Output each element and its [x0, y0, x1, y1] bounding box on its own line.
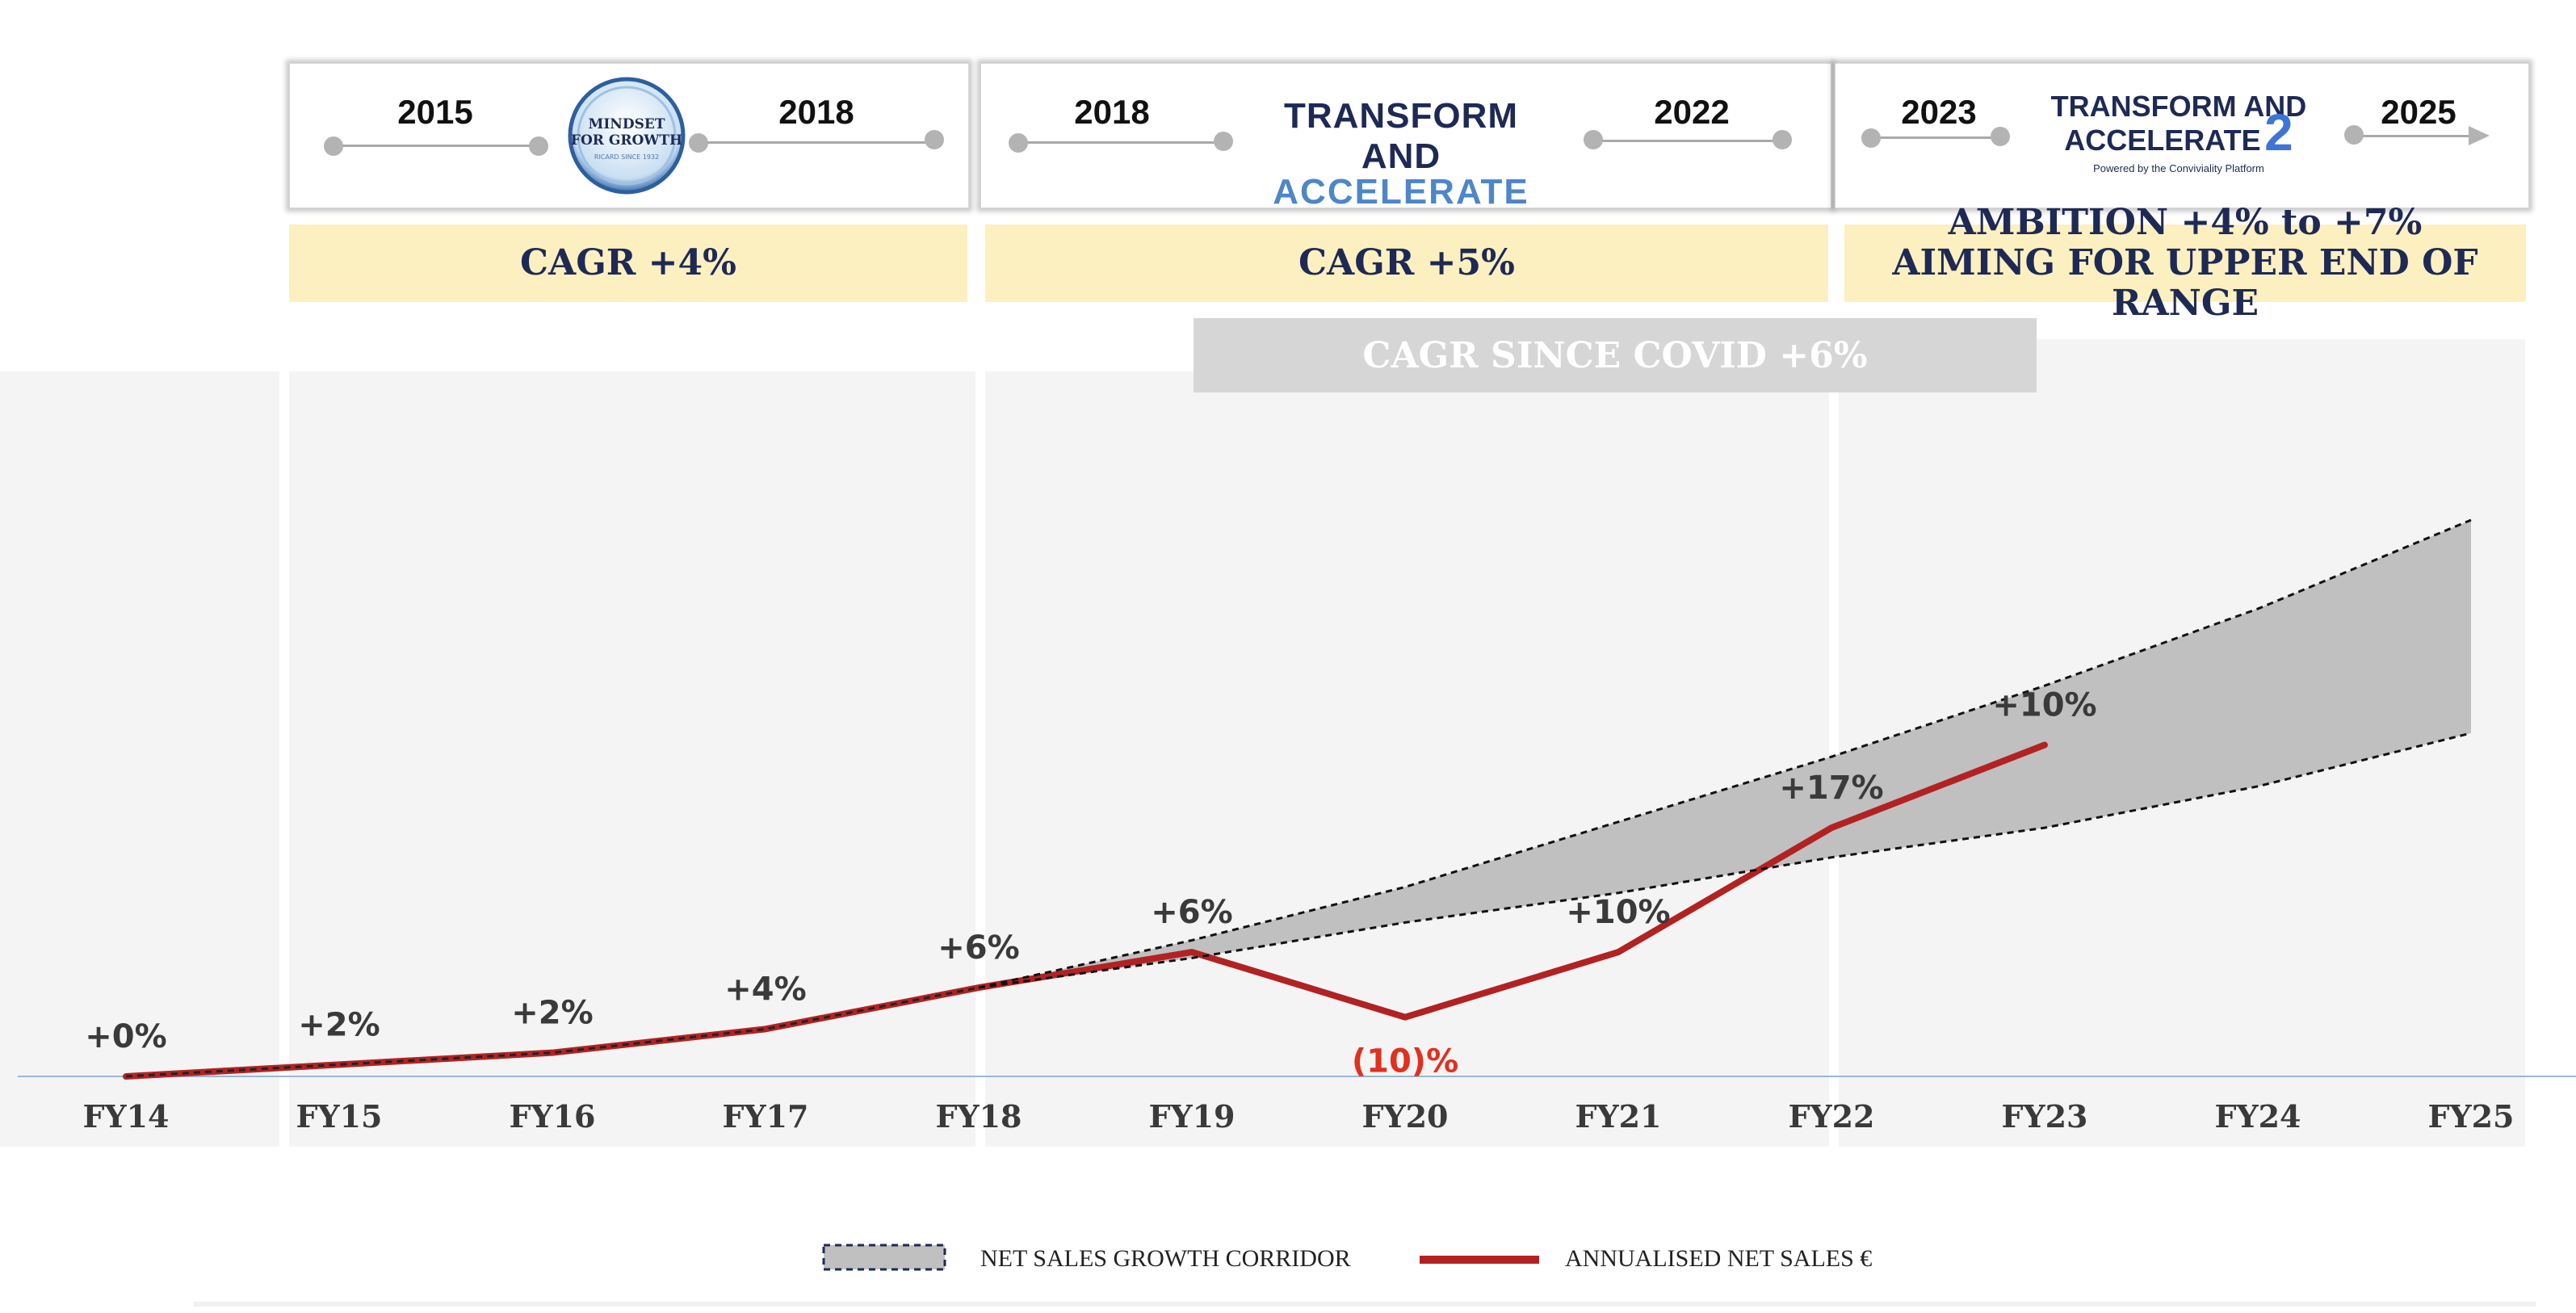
corridor-lower-bound [978, 732, 2472, 989]
corridor-base-dashed-line [125, 986, 980, 1078]
growth-data-label: +2% [511, 995, 593, 1032]
timeline-dot [1584, 130, 1603, 149]
timeline-dot [1991, 127, 2010, 146]
phase-2-timeline: 2018 2022 TRANSFORM AND ACCELERATE [980, 63, 1831, 212]
growth-data-label: +0% [85, 1018, 166, 1055]
transform-and-accelerate-logo: TRANSFORM AND ACCELERATE [1248, 96, 1554, 212]
legend-line-swatch [1420, 1256, 1539, 1264]
svg-text:FOR GROWTH: FOR GROWTH [571, 132, 682, 149]
growth-corridor-area [979, 519, 2471, 988]
legend-label-net-sales: ANNUALISED NET SALES € [1565, 1245, 1873, 1272]
logo-suffix: 2 [2264, 103, 2293, 162]
x-tick-label: FY24 [2215, 1098, 2301, 1135]
timeline-dot [1861, 128, 1881, 148]
phase-end-year: 2018 [778, 93, 854, 131]
phase-3-timeline: 2023 2025 TRANSFORM AND ACCELERATE 2 Pow… [1835, 63, 2529, 208]
timeline-dot [925, 130, 944, 149]
x-tick-label: FY21 [1575, 1098, 1662, 1135]
timeline-line [1871, 136, 2000, 139]
x-tick-label: FY18 [936, 1098, 1022, 1135]
phase-start-year: 2015 [397, 93, 473, 131]
growth-data-label: (10)% [1352, 1043, 1458, 1080]
svg-text:MINDSET: MINDSET [589, 116, 665, 132]
growth-data-label: +4% [724, 971, 806, 1008]
growth-data-label: +10% [1992, 687, 2096, 724]
cagr-banner-phase-1: CAGR +4% [289, 224, 967, 302]
phase-start-year: 2023 [1901, 93, 1977, 131]
growth-data-label: +6% [1151, 894, 1232, 931]
cagr-banner-phase-2: CAGR +5% [985, 224, 1828, 302]
legend-corridor-swatch [822, 1244, 946, 1271]
transform-and-accelerate-2-logo: TRANSFORM AND ACCELERATE 2 Powered by th… [2029, 90, 2328, 174]
bottom-divider [194, 1302, 2536, 1307]
x-tick-label: FY14 [83, 1098, 170, 1135]
phase-start-year: 2018 [1074, 93, 1150, 131]
phase-background-1 [289, 371, 975, 1147]
timeline-line [1593, 140, 1782, 142]
timeline-line [699, 141, 934, 144]
timeline-dot [2344, 125, 2364, 145]
logo-line-2: ACCELERATE [2064, 124, 2261, 157]
corridor-upper-bound [978, 518, 2472, 989]
timeline-dot [529, 136, 548, 156]
timeline-line [2354, 135, 2475, 137]
growth-data-label: +17% [1779, 770, 1883, 807]
timeline-line [1018, 141, 1223, 144]
growth-data-label: +10% [1566, 894, 1670, 931]
logo-line-2: ACCELERATE [1273, 172, 1529, 212]
phase-end-year: 2022 [1654, 93, 1730, 131]
x-tick-label: FY19 [1149, 1098, 1236, 1135]
x-tick-label: FY15 [296, 1098, 383, 1135]
svg-text:RICARD SINCE 1932: RICARD SINCE 1932 [594, 153, 659, 161]
logo-line-1: TRANSFORM AND [1283, 96, 1519, 176]
mindset-for-growth-logo: MINDSET FOR GROWTH RICARD SINCE 1932 [568, 77, 686, 195]
timeline-dot [324, 136, 343, 156]
cagr-since-covid-banner: CAGR SINCE COVID +6% [1194, 318, 2037, 392]
legend-label-corridor: NET SALES GROWTH CORRIDOR [980, 1245, 1351, 1272]
timeline-dot [1214, 132, 1233, 151]
x-tick-label: FY23 [2002, 1098, 2088, 1135]
timeline-dot [1773, 130, 1792, 149]
phase-end-year: 2025 [2381, 93, 2456, 131]
x-tick-label: FY16 [510, 1098, 596, 1135]
timeline-dot [689, 133, 708, 153]
growth-data-label: +6% [938, 929, 1019, 967]
x-tick-label: FY25 [2428, 1098, 2515, 1135]
x-tick-label: FY20 [1362, 1098, 1449, 1135]
growth-data-label: +2% [298, 1006, 380, 1043]
timeline-arrow-icon [2469, 126, 2490, 145]
x-tick-label: FY17 [723, 1098, 809, 1135]
logo-line-1: TRANSFORM AND [2050, 90, 2307, 123]
timeline-dot [1009, 133, 1028, 153]
phase-1-timeline: 2015 2018 MINDSET FOR GROWTH RICARD SINC… [289, 63, 969, 208]
logo-powered-by: Powered by the Conviviality Platform [2093, 162, 2264, 174]
x-tick-label: FY22 [1789, 1098, 1875, 1135]
timeline-line [332, 145, 537, 147]
phase-background-pre [0, 371, 279, 1147]
